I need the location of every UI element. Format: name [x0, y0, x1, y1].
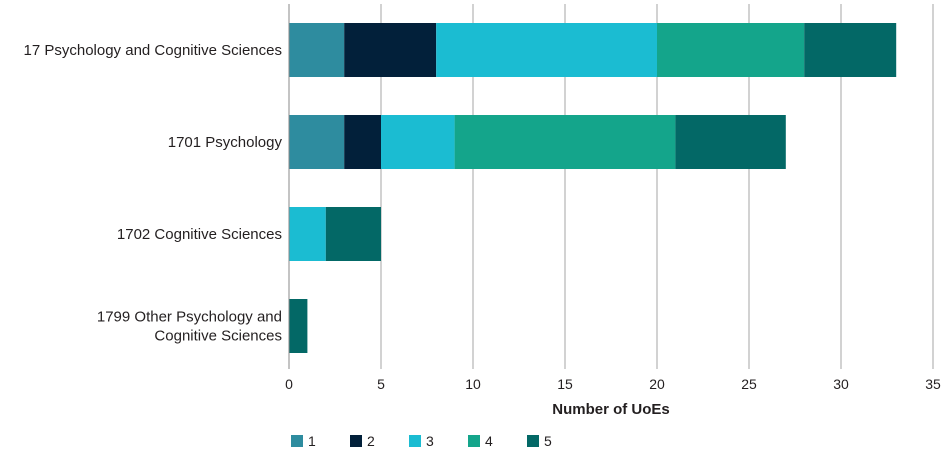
legend-swatch	[468, 435, 480, 447]
bar-segment	[675, 115, 786, 169]
x-tick-labels: 0 5 10 15 20 25 30 35	[285, 376, 941, 392]
bar-segment	[804, 23, 897, 77]
bar-segment	[381, 115, 455, 169]
x-tick-label: 35	[925, 376, 941, 392]
legend: 1 2 3 4 5	[291, 433, 552, 449]
legend-label: 1	[308, 433, 316, 449]
legend-label: 2	[367, 433, 375, 449]
category-label: 1702 Cognitive Sciences	[117, 226, 282, 243]
bar-segment	[289, 23, 345, 77]
legend-label: 5	[544, 433, 552, 449]
legend-swatch	[291, 435, 303, 447]
bar-segment	[325, 207, 381, 261]
category-label: 1799 Other Psychology and	[97, 309, 282, 326]
legend-swatch	[350, 435, 362, 447]
x-tick-label: 0	[285, 376, 293, 392]
legend-label: 4	[485, 433, 493, 449]
bar-segment	[289, 299, 308, 353]
x-tick-label: 25	[741, 376, 757, 392]
bar-segment	[344, 115, 381, 169]
x-tick-label: 15	[557, 376, 573, 392]
x-axis-title: Number of UoEs	[552, 401, 670, 418]
bar-segment	[454, 115, 676, 169]
x-tick-label: 10	[465, 376, 481, 392]
legend-swatch	[409, 435, 421, 447]
bars	[289, 23, 897, 353]
category-label: 1701 Psychology	[168, 134, 283, 151]
bar-segment	[289, 207, 326, 261]
bar-segment	[344, 23, 437, 77]
category-labels: 17 Psychology and Cognitive Sciences 1701…	[24, 42, 283, 345]
legend-swatch	[527, 435, 539, 447]
x-tick-label: 30	[833, 376, 849, 392]
bar-segment	[436, 23, 657, 77]
legend-label: 3	[426, 433, 434, 449]
x-tick-label: 20	[649, 376, 665, 392]
bar-segment	[657, 23, 805, 77]
x-tick-label: 5	[377, 376, 385, 392]
category-label: Cognitive Sciences	[154, 328, 282, 345]
bar-segment	[289, 115, 345, 169]
category-label: 17 Psychology and Cognitive Sciences	[24, 42, 283, 59]
